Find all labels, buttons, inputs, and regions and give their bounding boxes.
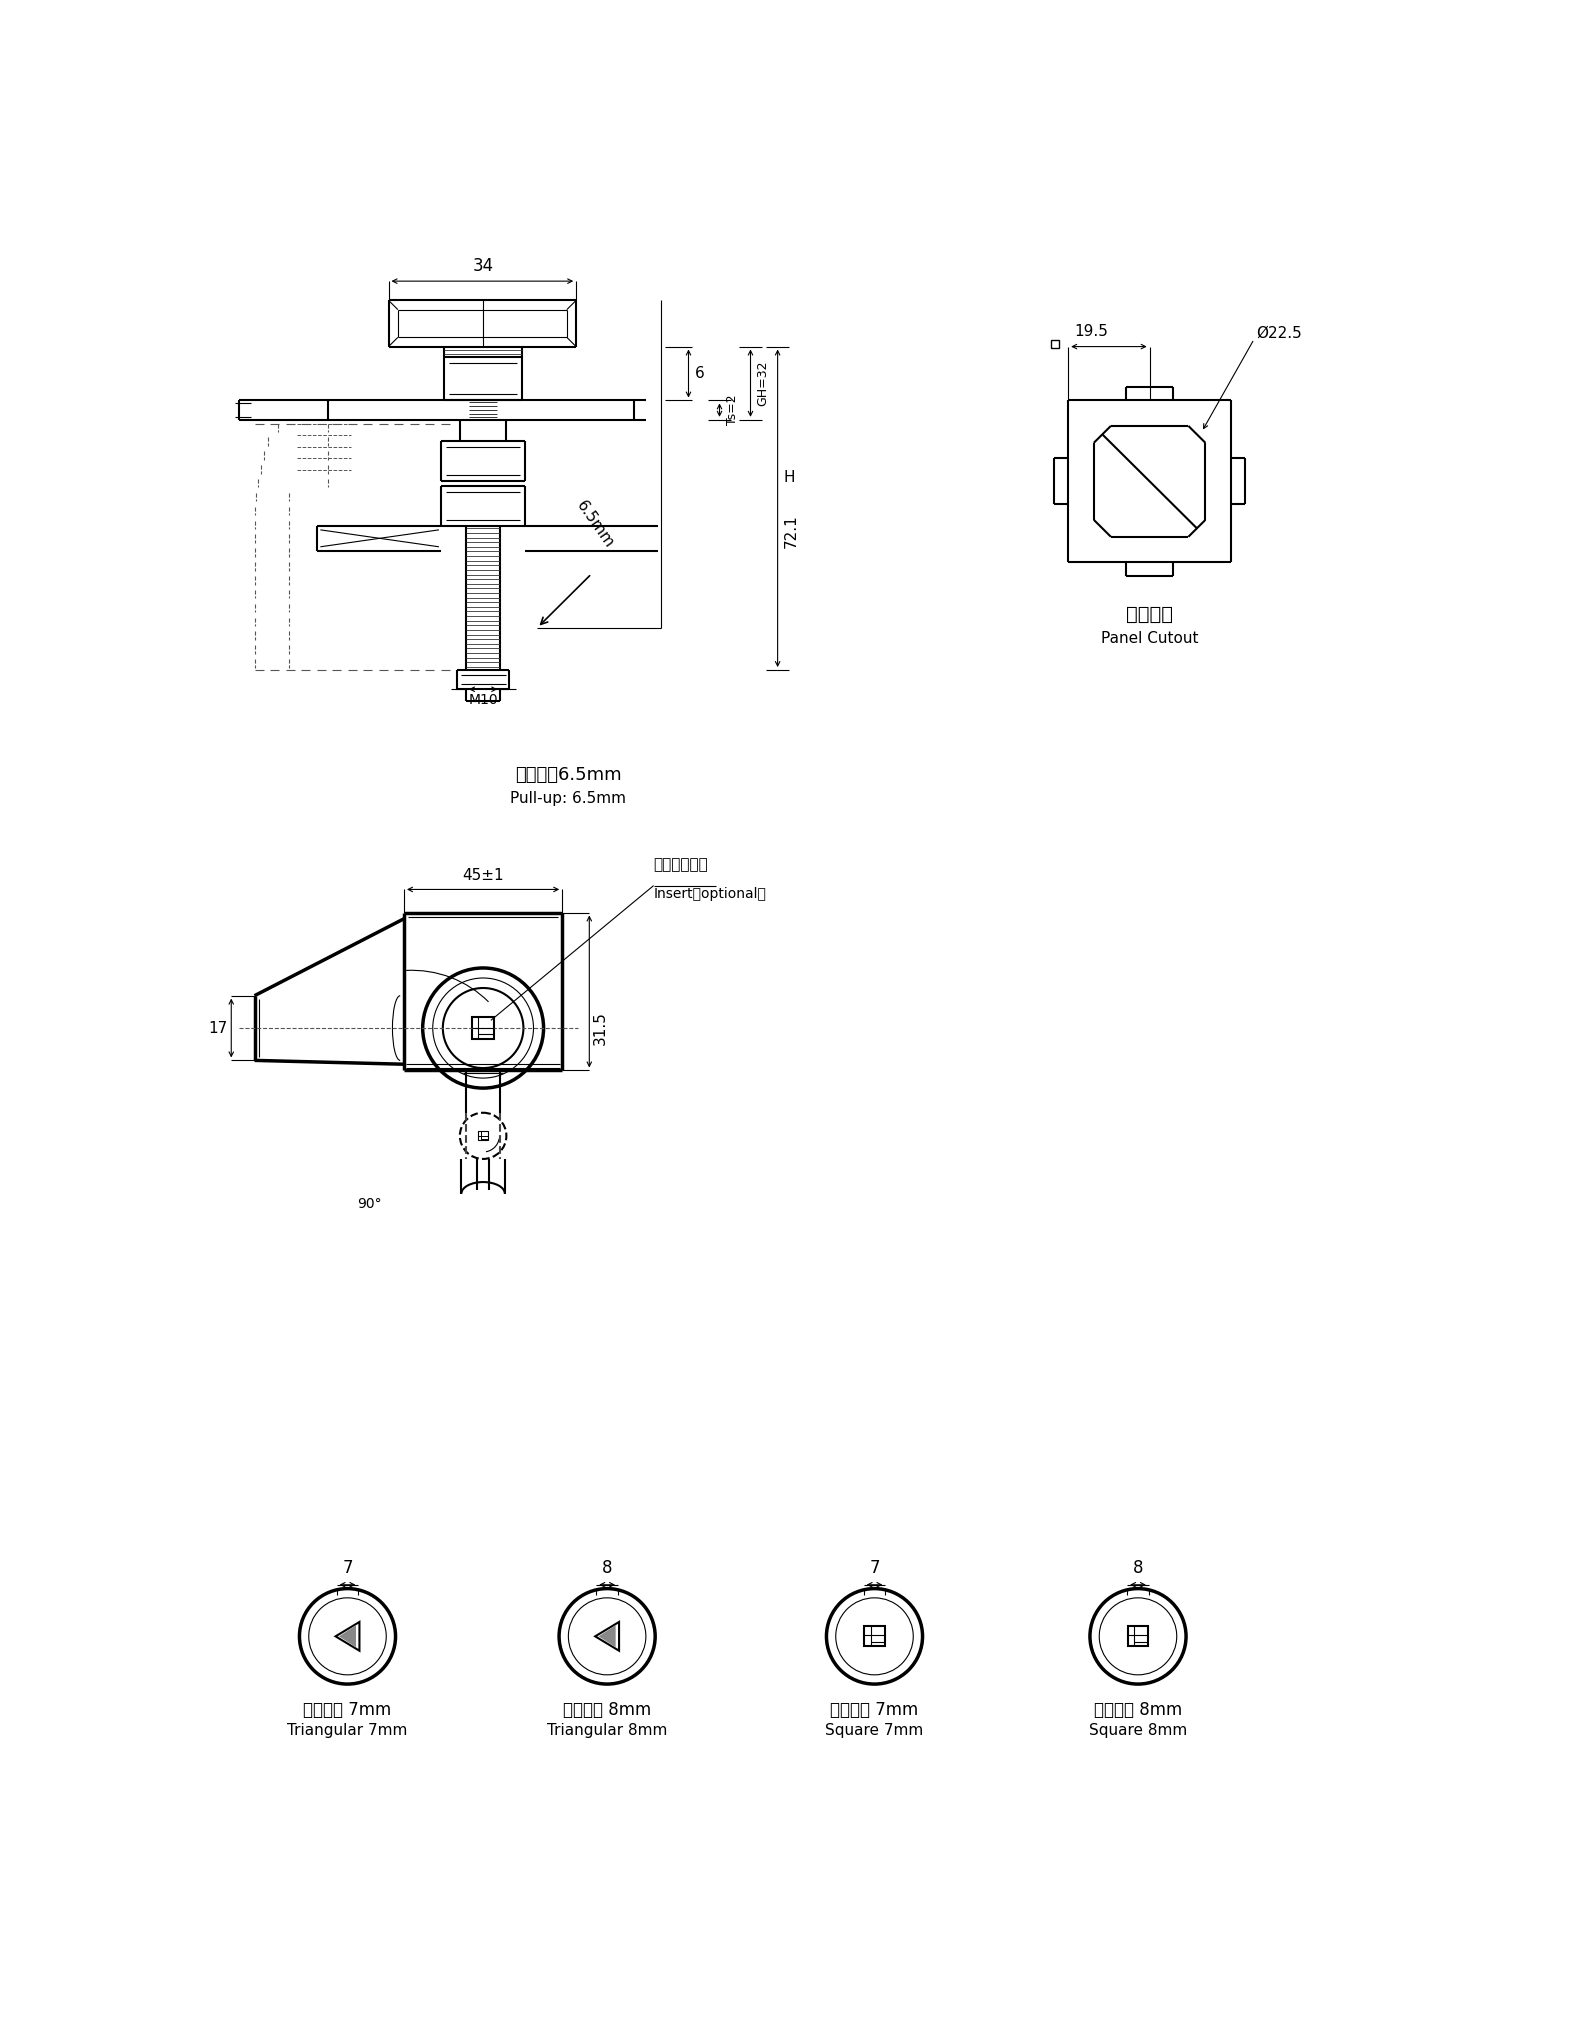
Text: 四方锁芯 8mm: 四方锁芯 8mm [1093,1701,1181,1719]
Bar [1051,340,1059,348]
Text: Square 7mm: Square 7mm [825,1723,924,1737]
Text: 压缩量：6.5mm: 压缩量：6.5mm [515,766,622,785]
Text: 6.5mm: 6.5mm [573,497,617,550]
Text: Panel Cutout: Panel Cutout [1101,631,1199,647]
Text: 三角锁芯 8mm: 三角锁芯 8mm [562,1701,652,1719]
Text: 72.1: 72.1 [784,514,798,548]
Bar [864,1626,884,1646]
Text: 四方锁芯 7mm: 四方锁芯 7mm [831,1701,919,1719]
Bar [1128,1626,1148,1646]
Text: H: H [784,469,795,485]
Text: 7: 7 [342,1559,353,1577]
Text: 8: 8 [602,1559,613,1577]
Text: 锁芯（选配）: 锁芯（选配） [654,857,709,871]
Text: GH=32: GH=32 [757,360,770,406]
Text: Square 8mm: Square 8mm [1089,1723,1188,1737]
Text: 34: 34 [473,257,493,275]
Text: Insert（optional）: Insert（optional） [654,888,767,902]
Text: 7: 7 [869,1559,880,1577]
Text: 90°: 90° [357,1197,382,1211]
Text: 8: 8 [1133,1559,1144,1577]
Text: Pull-up: 6.5mm: Pull-up: 6.5mm [511,791,627,807]
Polygon shape [339,1626,357,1648]
Text: Triangular 7mm: Triangular 7mm [287,1723,408,1737]
Text: Ø22.5: Ø22.5 [1257,326,1302,340]
Polygon shape [599,1626,616,1648]
Bar [473,1017,493,1039]
Text: M10: M10 [468,694,498,708]
Text: 31.5: 31.5 [594,1011,608,1045]
Text: 19.5: 19.5 [1075,324,1108,340]
Text: 6: 6 [694,366,704,380]
Text: Ts=2: Ts=2 [726,394,738,425]
Text: 三角锁芯 7mm: 三角锁芯 7mm [303,1701,391,1719]
Text: 45±1: 45±1 [462,867,504,884]
Text: Triangular 8mm: Triangular 8mm [547,1723,668,1737]
Text: 开孔尺寸: 开孔尺寸 [1126,605,1174,623]
Text: 17: 17 [207,1021,228,1035]
Bar [479,1130,487,1140]
